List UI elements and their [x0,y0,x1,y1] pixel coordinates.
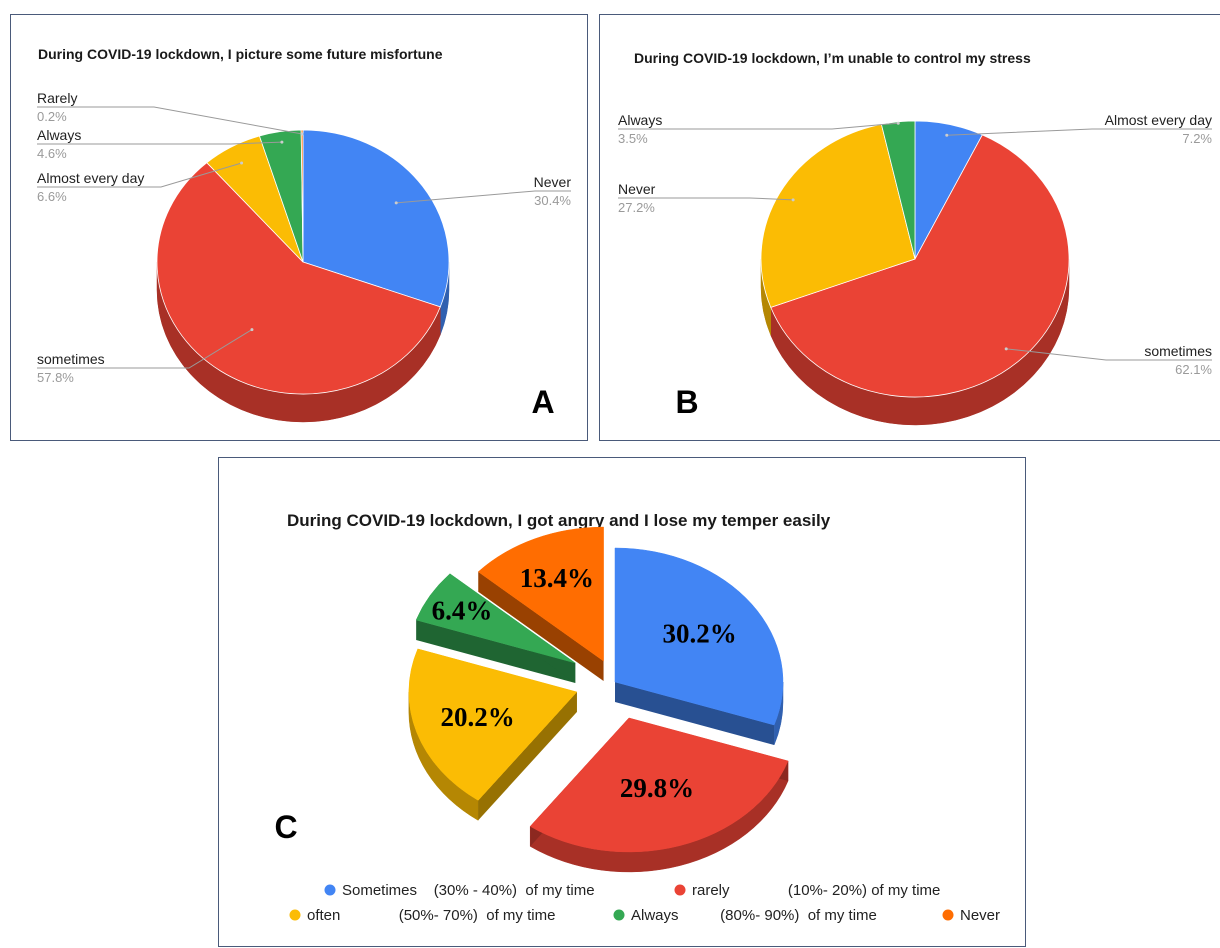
pie-chart-a: During COVID-19 lockdown, I picture some… [37,46,572,423]
chart-panel-b: During COVID-19 lockdown, I’m unable to … [599,14,1220,441]
slice-percent-rarely: 0.2% [37,109,67,124]
legend-marker-never [942,909,954,921]
leader-line-sometimes [1006,348,1212,361]
leader-line-rarely [37,106,303,135]
chart-title: During COVID-19 lockdown, I picture some… [38,46,443,62]
leader-dot-always [280,140,284,144]
pie-slice-never [302,129,450,308]
pie-piece-rarely [529,717,789,873]
slice-label-often: 20.2% [440,702,514,732]
slice-label-never: 13.4% [520,563,594,593]
slice-name-always: Always [37,127,81,143]
slice-name-always: Always [618,112,662,128]
leader-dot-sometimes [250,328,254,332]
legend-item-often: often (50%- 70%) of my time [307,907,555,924]
leader-dot-never [791,198,795,202]
chart-panel-c: During COVID-19 lockdown, I got angry an… [218,457,1026,947]
pie-slice-sometimes [156,162,441,395]
slice-label-rarely: 29.8% [620,773,694,803]
pie-slice-sometimes [614,547,784,726]
legend-item-always: Always (80%- 90%) of my time [631,907,877,924]
slice-name-never: Never [534,174,572,190]
chart-panel-a: During COVID-19 lockdown, I picture some… [10,14,588,441]
leader-dot-always [896,121,900,125]
pie-slice-rarely [529,717,789,853]
slice-percent-sometimes: 57.8% [37,370,74,385]
pie-piece-sometimes [614,547,784,746]
leader-line-never [618,197,794,201]
pie-cut-face-sometimes [615,682,775,746]
slice-name-never: Never [618,181,656,197]
legend-item-sometimes: Sometimes (30% - 40%) of my time [342,882,595,899]
panel-letter: B [675,384,698,420]
slice-name-almost-every-day: Almost every day [37,170,144,186]
slice-name-sometimes: sometimes [1144,343,1212,359]
leader-dot-almost-every-day [240,161,244,165]
legend-marker-rarely [674,884,686,896]
leader-line-almost-every-day [37,162,242,188]
leader-line-always [37,141,282,145]
slice-percent-always: 3.5% [618,131,648,146]
slice-name-sometimes: sometimes [37,351,105,367]
panel-letter: C [274,809,297,845]
pie-slice-sometimes [770,134,1070,398]
pie-slice-always [415,573,576,664]
legend-item-rarely: rarely (10%- 20%) of my time [692,882,940,899]
pie-chart-b: During COVID-19 lockdown, I’m unable to … [618,50,1212,426]
chart-title: During COVID-19 lockdown, I’m unable to … [634,50,1031,66]
leader-dot-sometimes [1004,347,1008,351]
pie-cut-face-always [416,619,576,684]
leader-line-never [396,190,571,204]
legend-marker-often [289,909,301,921]
pie-slice-never [477,526,604,662]
pie-piece-never [477,526,604,682]
chart-title: During COVID-19 lockdown, I got angry an… [287,511,831,530]
legend-marker-sometimes [324,884,336,896]
leader-line-always [618,122,899,130]
pie-chart-c: During COVID-19 lockdown, I got angry an… [274,511,1000,924]
pie-slice-often [408,648,578,801]
slice-percent-never: 27.2% [618,200,655,215]
slice-percent-almost-every-day: 7.2% [1182,131,1212,146]
legend-marker-always [613,909,625,921]
leader-dot-rarely [300,132,304,136]
pie-slice-rarely [300,129,304,263]
leader-dot-almost-every-day [945,133,949,137]
pie-piece-always [415,573,576,684]
slice-percent-always: 4.6% [37,146,67,161]
pie-slice-never [760,123,916,308]
slice-label-always: 6.4% [432,595,493,625]
slice-percent-sometimes: 62.1% [1175,362,1212,377]
leader-line-almost-every-day [946,128,1212,136]
slice-label-sometimes: 30.2% [663,619,737,649]
slice-percent-never: 30.4% [534,193,571,208]
panel-letter: A [531,384,554,420]
slice-percent-almost-every-day: 6.6% [37,189,67,204]
pie-piece-often [408,648,578,821]
slice-name-rarely: Rarely [37,90,77,106]
pie-cut-face-never [478,571,604,682]
legend-item-never: Never [960,907,1000,924]
leader-dot-never [394,201,398,205]
pie-cut-face-often [478,691,577,821]
slice-name-almost-every-day: Almost every day [1105,112,1212,128]
leader-line-sometimes [37,329,253,369]
